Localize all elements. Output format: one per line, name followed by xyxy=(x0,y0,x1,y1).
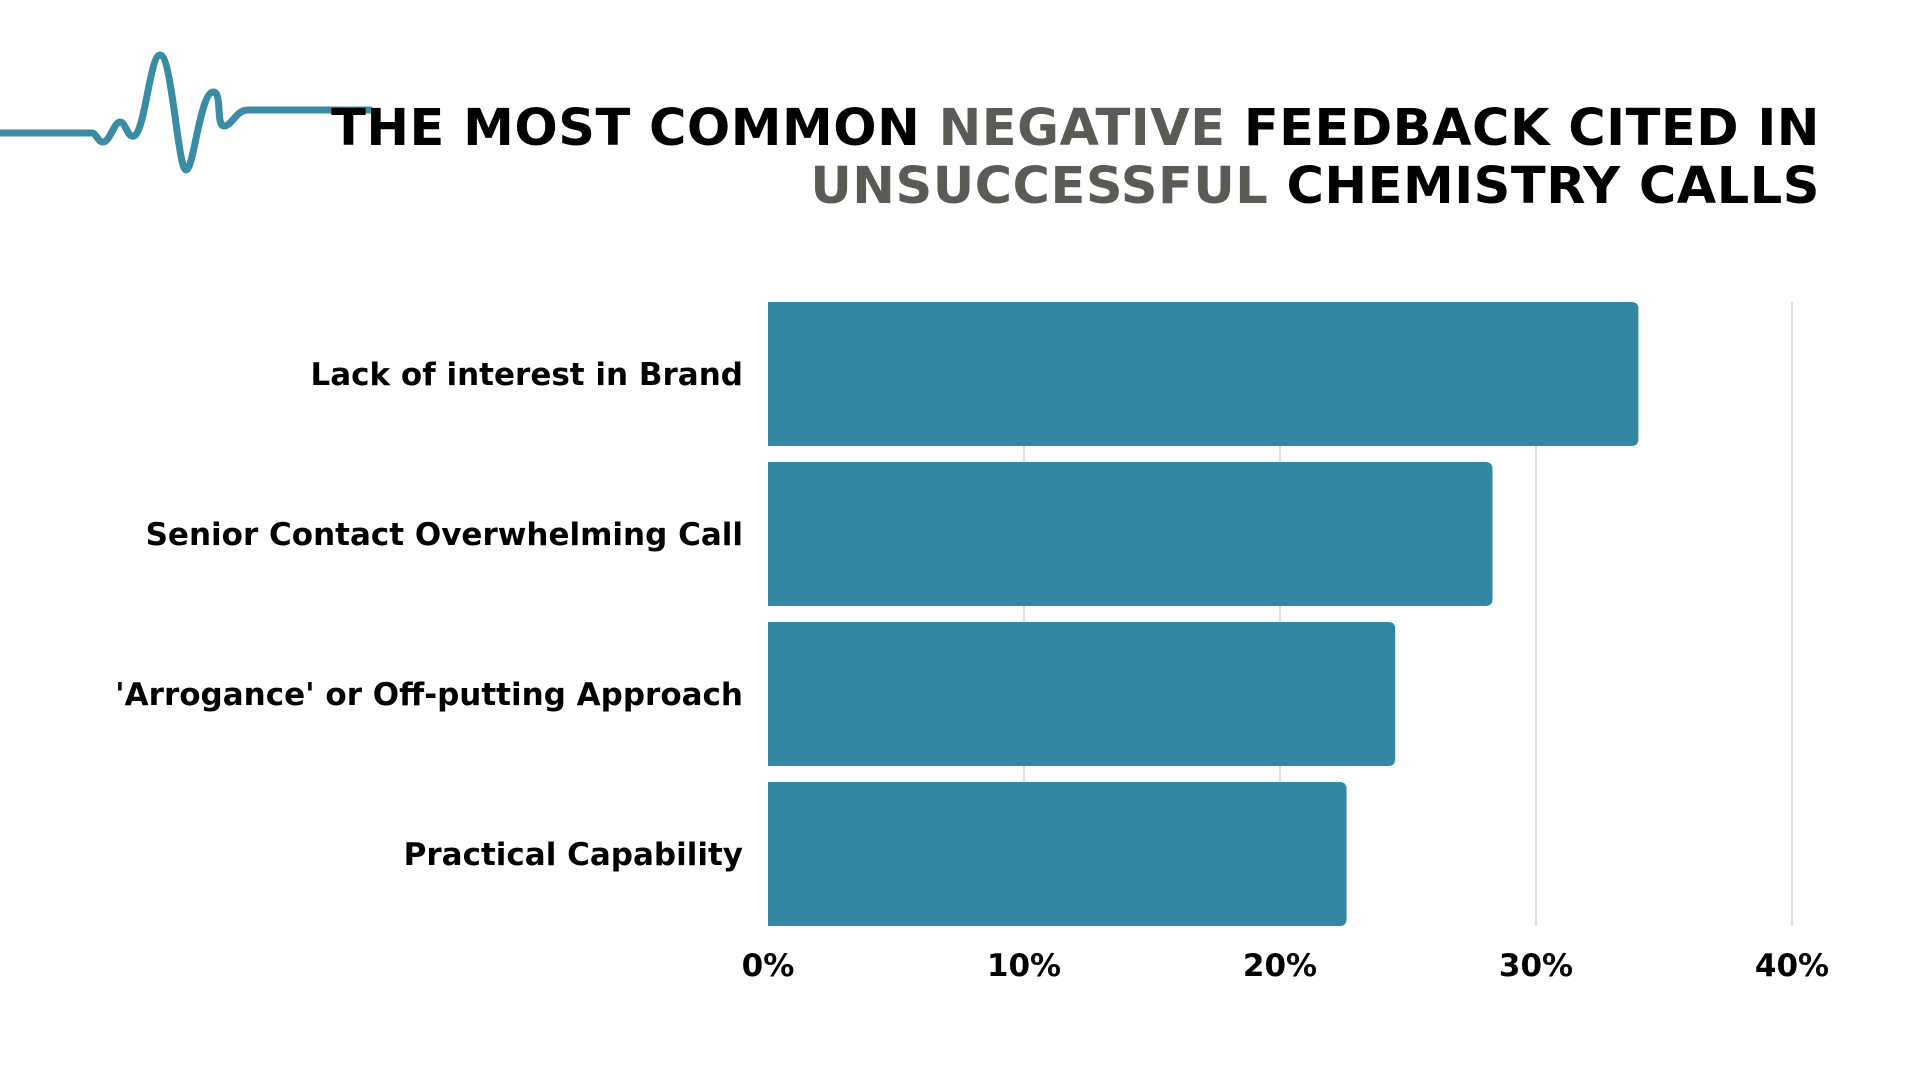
bar xyxy=(768,302,1639,446)
heartbeat-line-icon xyxy=(0,51,374,174)
bar xyxy=(768,622,1396,766)
bar xyxy=(768,782,1347,926)
x-tick-label: 10% xyxy=(987,948,1061,984)
title-part: CHEMISTRY CALLS xyxy=(1268,157,1820,216)
category-label: Senior Contact Overwhelming Call xyxy=(146,517,743,553)
x-tick-label: 20% xyxy=(1243,948,1317,984)
title-part: THE MOST COMMON xyxy=(331,99,939,158)
x-tick-label: 0% xyxy=(742,948,795,984)
bar xyxy=(768,462,1493,606)
category-label: 'Arrogance' or Off-putting Approach xyxy=(115,677,743,713)
x-tick-label: 40% xyxy=(1755,948,1829,984)
category-label: Lack of interest in Brand xyxy=(310,357,743,393)
chart-title: THE MOST COMMON NEGATIVE FEEDBACK CITED … xyxy=(331,100,1820,216)
title-part: FEEDBACK CITED IN xyxy=(1225,99,1820,158)
title-line-1: THE MOST COMMON NEGATIVE FEEDBACK CITED … xyxy=(331,100,1820,158)
title-line-2: UNSUCCESSFUL CHEMISTRY CALLS xyxy=(331,158,1820,216)
x-tick-label: 30% xyxy=(1499,948,1573,984)
category-label: Practical Capability xyxy=(404,837,743,873)
title-highlight-negative: NEGATIVE xyxy=(938,99,1226,158)
title-highlight-unsuccessful: UNSUCCESSFUL xyxy=(810,157,1269,216)
